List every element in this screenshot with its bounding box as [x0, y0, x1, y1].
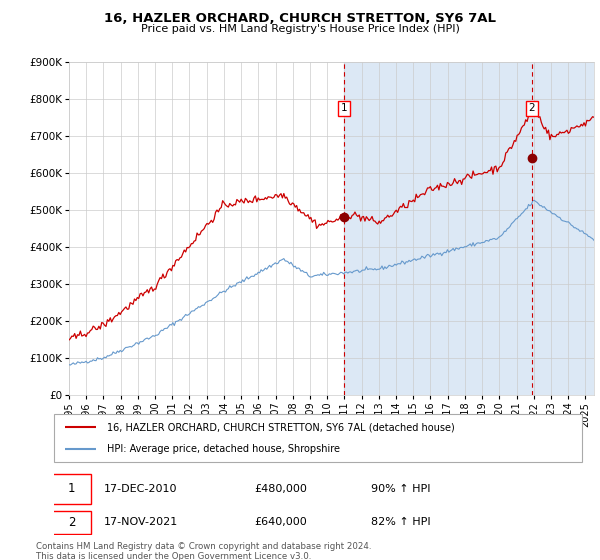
Text: HPI: Average price, detached house, Shropshire: HPI: Average price, detached house, Shro… — [107, 444, 340, 454]
FancyBboxPatch shape — [52, 474, 91, 503]
Text: £640,000: £640,000 — [254, 517, 307, 527]
Text: Contains HM Land Registry data © Crown copyright and database right 2024.
This d: Contains HM Land Registry data © Crown c… — [36, 542, 371, 560]
Text: 17-DEC-2010: 17-DEC-2010 — [104, 484, 178, 493]
Bar — [344, 62, 594, 395]
Text: 1: 1 — [68, 482, 75, 495]
Text: 2: 2 — [68, 516, 75, 529]
Text: 2: 2 — [529, 103, 535, 113]
Text: 16, HAZLER ORCHARD, CHURCH STRETTON, SY6 7AL (detached house): 16, HAZLER ORCHARD, CHURCH STRETTON, SY6… — [107, 422, 455, 432]
Text: £480,000: £480,000 — [254, 484, 308, 493]
Text: 82% ↑ HPI: 82% ↑ HPI — [371, 517, 430, 527]
Text: 1: 1 — [340, 103, 347, 113]
Text: Price paid vs. HM Land Registry's House Price Index (HPI): Price paid vs. HM Land Registry's House … — [140, 24, 460, 34]
Text: 90% ↑ HPI: 90% ↑ HPI — [371, 484, 430, 493]
Text: 16, HAZLER ORCHARD, CHURCH STRETTON, SY6 7AL: 16, HAZLER ORCHARD, CHURCH STRETTON, SY6… — [104, 12, 496, 25]
FancyBboxPatch shape — [52, 511, 91, 534]
Text: 17-NOV-2021: 17-NOV-2021 — [104, 517, 178, 527]
